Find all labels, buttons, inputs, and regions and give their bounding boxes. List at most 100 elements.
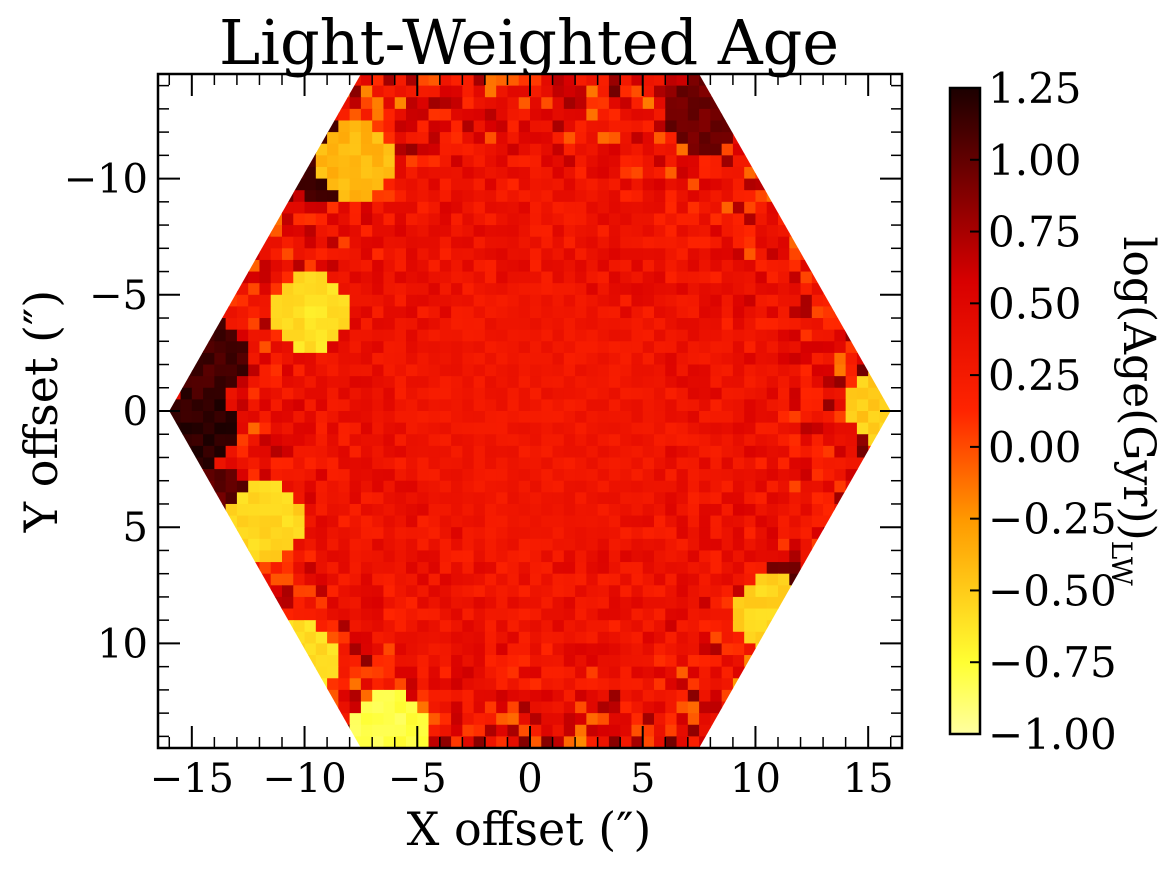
map-pixel [654, 190, 666, 203]
map-pixel [665, 631, 678, 645]
map-pixel [755, 620, 768, 633]
map-pixel [191, 434, 204, 447]
map-pixel [304, 550, 317, 563]
map-pixel [665, 376, 678, 389]
map-pixel [687, 85, 700, 98]
map-pixel [789, 689, 802, 703]
map-pixel [191, 178, 204, 191]
map-pixel [191, 678, 204, 691]
map-pixel [823, 376, 835, 389]
map-pixel [406, 678, 418, 691]
map-pixel [484, 655, 497, 668]
map-pixel [180, 236, 193, 249]
map-pixel [620, 620, 633, 633]
map-pixel [518, 178, 531, 191]
map-pixel [721, 585, 734, 598]
map-pixel [541, 655, 554, 668]
map-pixel [169, 515, 170, 528]
map-pixel [721, 329, 734, 342]
map-pixel [214, 97, 227, 110]
map-pixel [462, 411, 475, 424]
map-pixel [417, 178, 430, 191]
map-pixel [394, 527, 407, 540]
map-pixel [800, 655, 813, 668]
map-pixel [575, 225, 587, 238]
map-pixel [845, 480, 858, 493]
map-pixel [845, 434, 858, 447]
map-pixel [552, 178, 565, 191]
map-pixel [676, 666, 689, 679]
map-pixel [834, 294, 847, 308]
map-pixel [214, 538, 227, 552]
map-pixel [541, 376, 554, 389]
map-pixel [845, 120, 858, 133]
map-pixel [620, 713, 633, 726]
map-pixel [293, 411, 306, 424]
map-pixel [473, 434, 486, 447]
map-pixel [665, 457, 678, 470]
map-pixel [789, 318, 802, 331]
map-pixel [338, 143, 351, 156]
map-pixel [338, 376, 351, 389]
map-pixel [406, 166, 418, 180]
map-pixel [327, 399, 339, 412]
map-pixel [766, 469, 779, 482]
map-pixel [530, 469, 542, 482]
map-pixel [687, 155, 700, 168]
map-pixel [687, 294, 700, 308]
map-pixel [315, 178, 328, 191]
map-pixel [214, 108, 227, 122]
map-pixel [530, 434, 542, 447]
map-pixel [608, 503, 621, 517]
map-pixel [721, 515, 734, 528]
map-pixel [349, 225, 362, 238]
map-pixel [304, 248, 317, 261]
map-pixel [293, 457, 306, 470]
map-pixel [507, 74, 520, 87]
map-pixel [541, 399, 554, 412]
map-pixel [552, 620, 565, 633]
map-pixel [586, 178, 599, 191]
map-pixel [879, 527, 891, 540]
map-pixel [282, 434, 294, 447]
map-pixel [406, 329, 418, 342]
map-pixel [654, 492, 666, 505]
map-pixel [778, 236, 790, 249]
map-pixel [800, 271, 813, 284]
map-pixel [236, 190, 249, 203]
map-pixel [259, 701, 272, 714]
map-pixel [451, 259, 463, 273]
map-pixel [732, 259, 745, 273]
map-pixel [789, 341, 802, 354]
map-pixel [270, 166, 283, 180]
map-pixel [496, 631, 509, 645]
map-pixel [225, 97, 238, 110]
map-pixel [214, 352, 227, 366]
map-pixel [755, 608, 768, 621]
map-pixel [530, 329, 542, 342]
map-pixel [451, 515, 463, 528]
map-pixel [755, 434, 768, 447]
map-pixel [496, 713, 509, 726]
map-pixel [225, 503, 238, 517]
map-pixel [687, 596, 700, 610]
map-pixel [597, 108, 610, 122]
map-pixel [856, 213, 869, 226]
map-pixel [383, 143, 396, 156]
map-pixel [766, 643, 779, 656]
map-pixel [530, 294, 542, 308]
map-pixel [169, 248, 182, 261]
map-pixel [766, 620, 779, 633]
map-pixel [496, 120, 509, 133]
map-pixel [327, 527, 339, 540]
map-pixel [496, 445, 509, 459]
map-pixel [180, 318, 193, 331]
map-pixel [575, 178, 587, 191]
map-pixel [214, 132, 227, 145]
map-pixel [383, 411, 396, 424]
map-pixel [676, 120, 689, 133]
map-pixel [541, 550, 554, 563]
map-pixel [563, 527, 576, 540]
map-pixel [766, 503, 779, 517]
map-pixel [304, 608, 317, 621]
